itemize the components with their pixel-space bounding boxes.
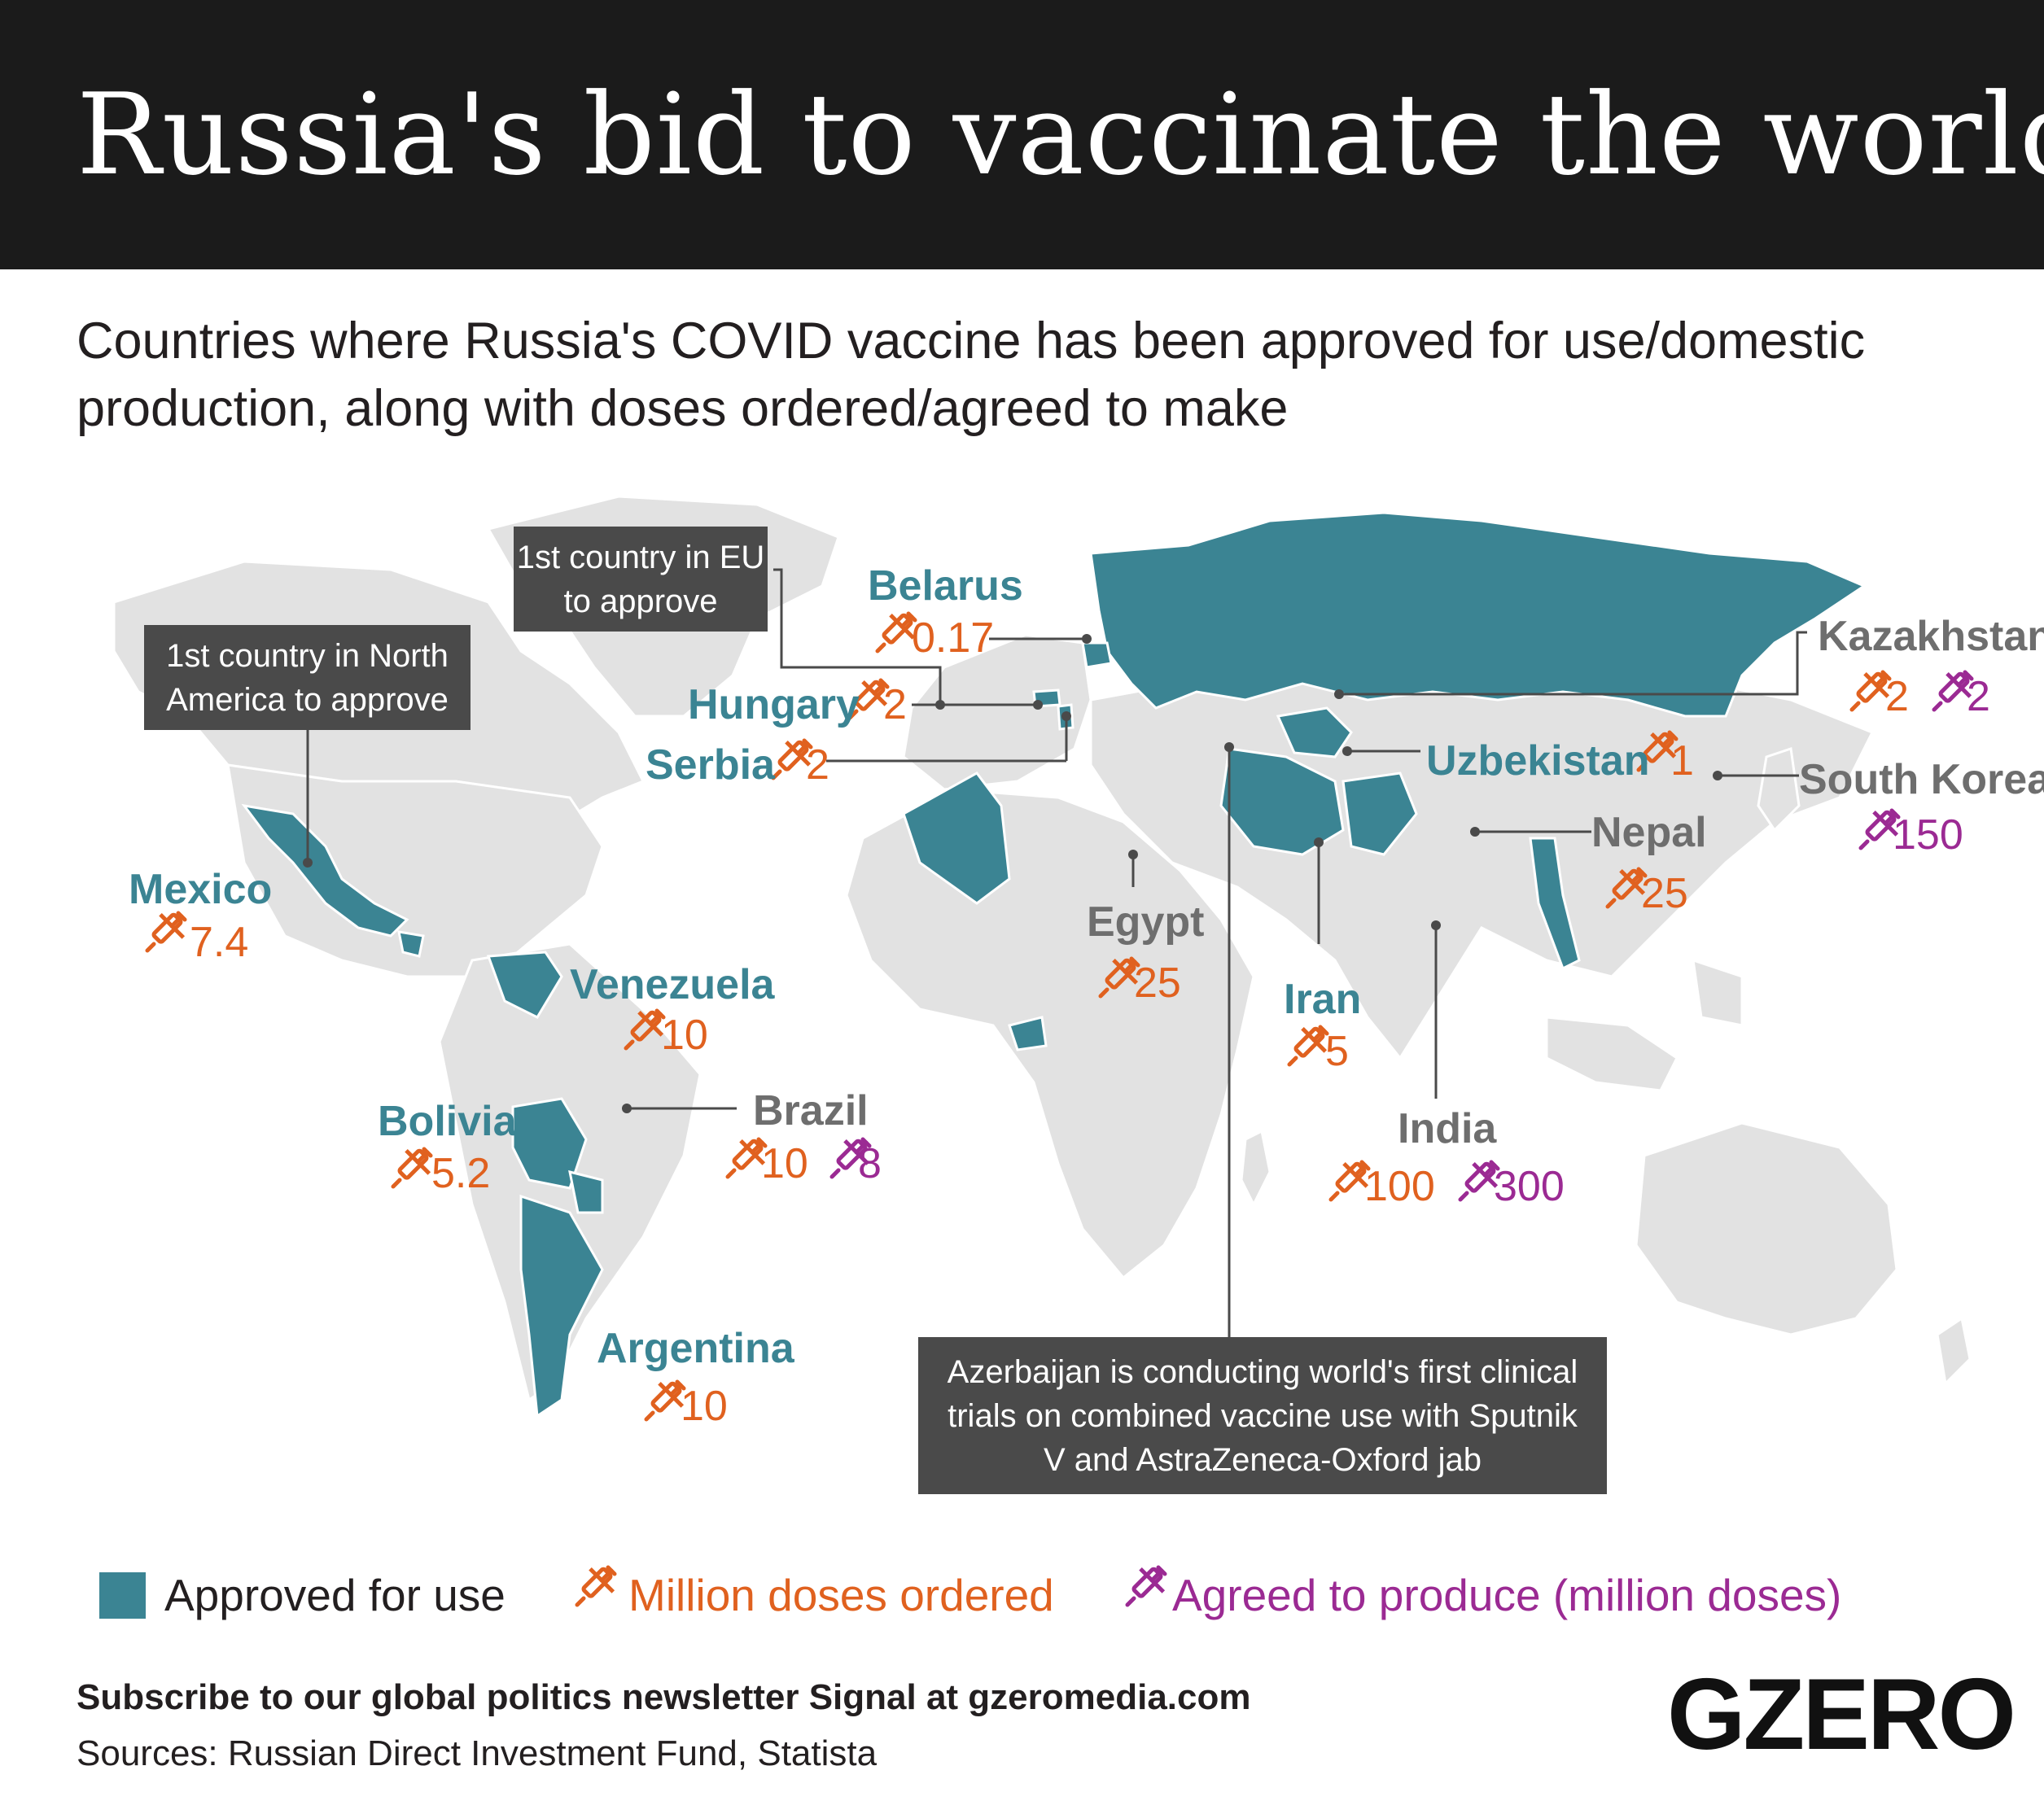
- label-brazil: Brazil: [753, 1087, 869, 1134]
- value-venezuela-ordered: 10: [661, 1012, 708, 1059]
- syringe-icon: [878, 614, 915, 651]
- label-belarus: Belarus: [868, 562, 1023, 610]
- value-hungary-ordered: 2: [883, 681, 907, 728]
- value-mexico-ordered: 7.4: [190, 919, 249, 966]
- note-eu-text: 1st country in EU to approve: [516, 539, 765, 619]
- subtitle: Countries where Russia's COVID vaccine h…: [77, 313, 1866, 437]
- value-kazakhstan-ordered: 2: [1885, 673, 1909, 720]
- legend-syringe-produce: [1127, 1567, 1165, 1605]
- syringe-icon: [1289, 1027, 1327, 1064]
- value-uzbekistan-ordered: 1: [1670, 737, 1694, 785]
- label-india: India: [1398, 1105, 1497, 1152]
- note-eu: 1st country in EU to approve: [514, 527, 768, 632]
- value-india-ordered: 100: [1364, 1163, 1435, 1210]
- label-kazakhstan: Kazakhstan: [1818, 613, 2044, 660]
- value-bolivia-ordered: 5.2: [431, 1150, 491, 1197]
- label-bolivia: Bolivia: [378, 1098, 517, 1145]
- value-south-korea-produce: 150: [1893, 811, 1963, 859]
- label-serbia: Serbia: [646, 741, 775, 789]
- leader-dots: [303, 634, 1722, 1113]
- gzero-logo: GZERO: [1667, 1659, 2016, 1771]
- legend-produce-label: Agreed to produce (million doses): [1172, 1570, 1842, 1620]
- approved-countries: [241, 511, 1867, 1418]
- value-brazil-produce: 8: [858, 1140, 882, 1187]
- sources: Sources: Russian Direct Investment Fund,…: [77, 1733, 878, 1773]
- syringe-icon: [393, 1149, 431, 1187]
- label-argentina: Argentina: [597, 1325, 794, 1372]
- legend-approved-swatch: [99, 1572, 146, 1619]
- page-title: Russia's bid to vaccinate the world: [77, 69, 2044, 200]
- label-south-korea: South Korea: [1799, 756, 2044, 803]
- label-egypt: Egypt: [1087, 898, 1205, 946]
- value-kazakhstan-produce: 2: [1967, 673, 1990, 720]
- title-banner: Russia's bid to vaccinate the world: [0, 0, 2044, 269]
- syringe-icon: [646, 1382, 684, 1419]
- value-serbia-ordered: 2: [806, 741, 829, 789]
- label-hungary: Hungary: [688, 681, 860, 728]
- label-mexico: Mexico: [129, 866, 273, 913]
- leader-lines: [306, 568, 1807, 1343]
- value-egypt-ordered: 25: [1134, 959, 1181, 1007]
- value-argentina-ordered: 10: [681, 1383, 728, 1430]
- syringe-icon: [1331, 1162, 1368, 1200]
- value-india-produce: 300: [1494, 1163, 1565, 1210]
- value-nepal-ordered: 25: [1641, 870, 1688, 917]
- syringe-icon: [1460, 1162, 1498, 1200]
- newsletter-cta: Subscribe to our global politics newslet…: [77, 1677, 1251, 1717]
- legend-ordered-label: Million doses ordered: [628, 1570, 1054, 1620]
- value-iran-ordered: 5: [1325, 1028, 1349, 1075]
- syringe-icon: [577, 1567, 615, 1605]
- label-iran: Iran: [1284, 976, 1362, 1023]
- value-belarus-ordered: 0.17: [912, 614, 995, 662]
- legend-syringe-ordered: [577, 1567, 615, 1605]
- note-north-america-text: 1st country in North America to approve: [166, 637, 449, 718]
- syringe-icon: [728, 1139, 765, 1177]
- note-azerbaijan-text: Azerbaijan is conducting world's first c…: [947, 1353, 1578, 1478]
- syringe-icon: [1852, 672, 1889, 710]
- note-north-america: 1st country in North America to approve: [144, 625, 471, 730]
- value-brazil-ordered: 10: [761, 1140, 808, 1187]
- label-uzbekistan: Uzbekistan: [1426, 737, 1650, 785]
- note-azerbaijan: Azerbaijan is conducting world's first c…: [918, 1337, 1607, 1494]
- legend-approved-label: Approved for use: [164, 1570, 506, 1620]
- label-venezuela: Venezuela: [570, 961, 775, 1008]
- label-nepal: Nepal: [1591, 809, 1707, 856]
- syringe-icon: [147, 913, 185, 951]
- russia-shape: [1089, 511, 1867, 718]
- syringe-icon: [1127, 1567, 1165, 1605]
